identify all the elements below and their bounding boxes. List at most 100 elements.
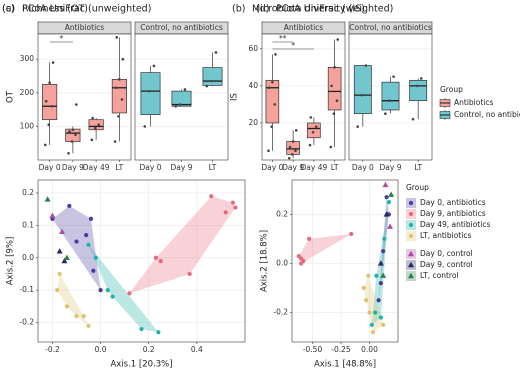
data-point: [214, 51, 218, 54]
data-point: [205, 84, 209, 88]
legend-label: Control, no antibiotics: [454, 110, 520, 119]
strip-label: Antibiotics: [284, 23, 323, 32]
data-point: [271, 80, 274, 84]
box: [327, 67, 342, 111]
panel-border: [261, 33, 346, 161]
panel-label: (d): [256, 4, 269, 15]
x-tick-label: -0.25: [331, 345, 351, 354]
data-point: [384, 112, 387, 115]
data-point: [419, 77, 423, 80]
data-point: [329, 145, 333, 149]
data-point: [105, 288, 110, 293]
panel-title: PCoA UniFrac (unweighted): [22, 4, 151, 15]
data-point: [209, 194, 214, 199]
data-point: [233, 205, 238, 210]
data-point: [47, 123, 51, 127]
data-point: [114, 86, 118, 90]
data-point: [376, 298, 381, 303]
data-point: [363, 298, 369, 303]
data-point: [67, 151, 70, 155]
x-tick-label: 0.2: [143, 345, 155, 354]
data-point: [183, 88, 187, 91]
box: [42, 84, 58, 121]
data-point: [294, 149, 297, 153]
data-point: [74, 133, 77, 137]
data-point: [84, 232, 89, 238]
legend-marker: [408, 250, 414, 257]
data-point: [86, 242, 91, 247]
x-tick-label: Day 0: [352, 163, 374, 172]
y-tick-label: 300: [20, 54, 35, 63]
x-tick-label: Day 9: [171, 163, 193, 172]
data-point: [349, 231, 354, 237]
data-point: [68, 130, 71, 133]
y-tick-label: 0.0: [276, 258, 288, 267]
x-tick-label: Day 9: [282, 163, 304, 172]
data-point: [81, 313, 86, 319]
data-point: [113, 140, 117, 143]
strip-label: Control, no antibiotics: [349, 23, 432, 32]
data-point: [61, 257, 68, 264]
data-point: [373, 310, 378, 315]
x-tick-label: LT: [414, 163, 422, 172]
data-point: [64, 304, 69, 309]
legend-label: Day 0, control: [420, 249, 473, 258]
data-point: [127, 291, 132, 296]
box: [202, 67, 223, 86]
data-point: [367, 310, 372, 315]
y-axis-title: IS: [230, 93, 240, 101]
data-point: [311, 130, 315, 134]
x-tick-label: -0.50: [303, 345, 323, 354]
y-tick-label: -0.2: [19, 318, 34, 327]
panel-label: (c): [2, 4, 15, 15]
legend-title: Group: [440, 85, 463, 94]
data-point: [267, 149, 270, 153]
y-tick-label: 40: [248, 81, 258, 90]
x-tick-label: 0.4: [191, 345, 203, 354]
data-point: [110, 294, 115, 299]
data-point: [356, 125, 359, 128]
data-point: [382, 181, 389, 188]
x-tick-label: Day 0: [140, 163, 162, 172]
hull: [363, 275, 384, 333]
data-point: [230, 200, 236, 205]
data-point: [44, 143, 47, 147]
data-point: [386, 199, 391, 205]
data-point: [98, 288, 103, 293]
data-point: [67, 203, 72, 209]
data-point: [388, 99, 391, 103]
y-tick-label: 60: [248, 44, 258, 53]
data-point: [148, 89, 151, 93]
hull: [378, 197, 389, 301]
panel: [292, 180, 398, 342]
data-point: [44, 99, 48, 103]
data-point: [93, 255, 98, 260]
data-point: [121, 57, 125, 61]
data-point: [335, 99, 339, 103]
data-point: [174, 104, 178, 108]
data-point: [294, 129, 298, 132]
data-point: [115, 36, 119, 39]
box: [265, 79, 280, 124]
data-point: [48, 81, 51, 85]
data-point: [291, 140, 295, 143]
y-axis-title: Axis.2 [9%]: [6, 237, 16, 286]
data-point: [374, 273, 379, 278]
data-point: [117, 115, 120, 118]
x-tick-label: LT: [116, 163, 124, 172]
y-axis-title: Axis.2 [18.8%]: [260, 230, 270, 292]
data-point: [360, 93, 364, 97]
data-point: [387, 223, 394, 229]
data-point: [377, 260, 384, 266]
legend-marker: [408, 233, 414, 239]
box: [140, 72, 161, 115]
data-point: [93, 126, 97, 130]
strip-label: Control, no antibiotics: [140, 23, 223, 32]
legend-label: Day 9, control: [420, 260, 473, 269]
data-point: [314, 125, 318, 128]
box: [286, 141, 300, 155]
data-point: [70, 140, 74, 143]
data-point: [291, 153, 294, 156]
x-tick-label: Day 0: [261, 163, 283, 172]
